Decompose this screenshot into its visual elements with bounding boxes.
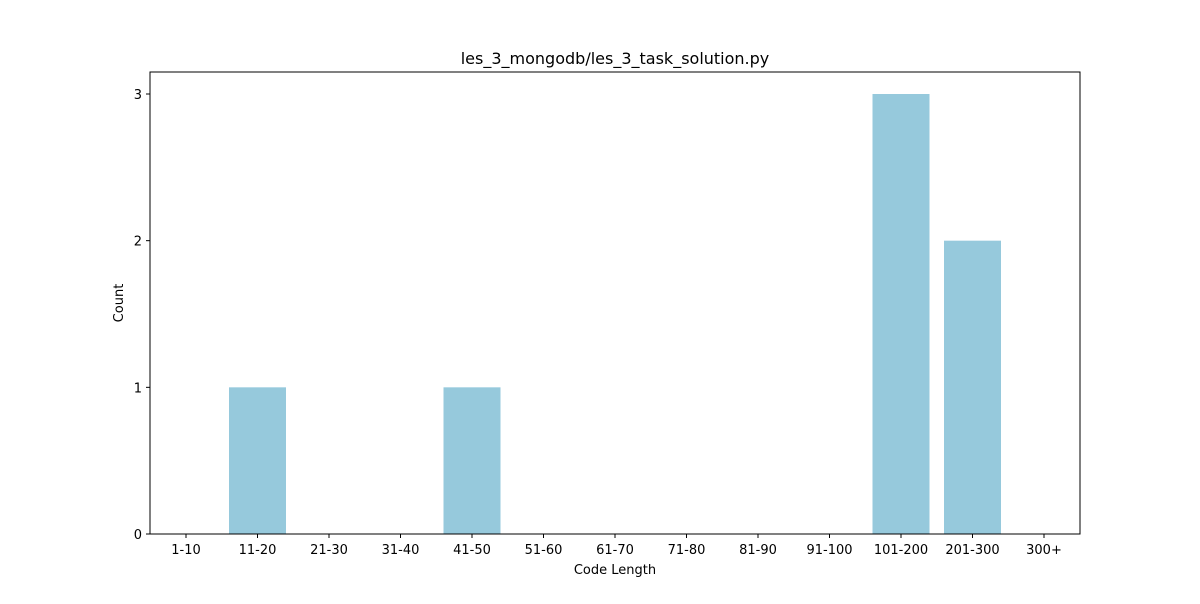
bar-101-200 [872,94,930,534]
chart-title: les_3_mongodb/les_3_task_solution.py [461,49,770,69]
x-tick-label: 91-100 [806,543,852,558]
y-axis: 0 1 2 3 [134,88,150,543]
x-tick-label: 1-10 [171,543,201,558]
x-tick-label: 300+ [1026,543,1062,558]
plot-frame [149,71,1081,535]
bar-11-20 [229,387,286,534]
y-tick-label: 2 [134,235,142,250]
bars-layer [229,94,1001,535]
x-tick-label: 51-60 [525,543,563,558]
x-axis: 1-10 11-20 21-30 31-40 41-50 51-60 61-70 71-80 8… [171,534,1062,558]
x-tick-label: 81-90 [739,543,777,558]
y-tick-label: 3 [134,88,142,103]
x-tick-label: 101-200 [874,543,928,558]
x-tick-label: 61-70 [596,543,634,558]
x-tick-label: 11-20 [239,543,277,558]
x-tick-label: 41-50 [453,543,491,558]
bar-201-300 [944,240,1001,535]
x-tick-label: 31-40 [382,543,420,558]
x-tick-label: 201-300 [945,543,999,558]
x-tick-label: 71-80 [668,543,706,558]
x-axis-label: Code Length [574,563,656,578]
x-tick-label: 21-30 [310,543,348,558]
y-tick-label: 1 [134,381,142,396]
y-tick-label: 0 [134,528,142,543]
y-axis-label: Count [112,284,127,323]
bar-41-50 [443,387,501,534]
